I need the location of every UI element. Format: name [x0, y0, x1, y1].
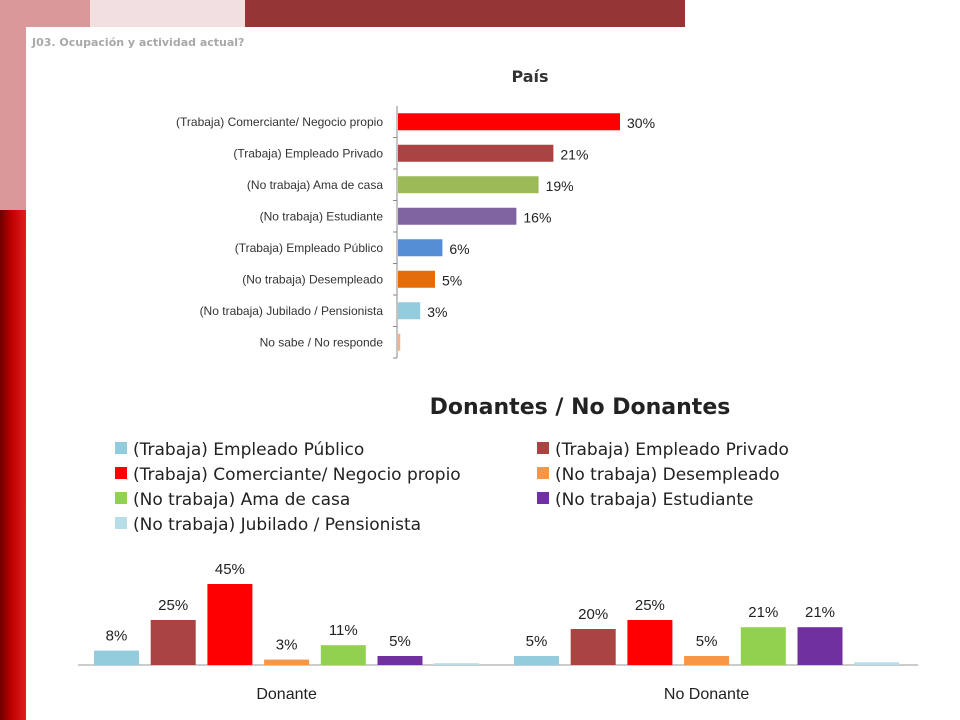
donors-value-label: 11%	[329, 622, 358, 639]
country-value-label: 5%	[442, 272, 462, 288]
header-bar-pink	[0, 0, 90, 27]
legend-swatch	[115, 517, 127, 529]
legend-item: (No trabaja) Desempleado	[537, 465, 780, 485]
legend-item: (Trabaja) Empleado Público	[115, 440, 364, 460]
country-chart-title: País	[511, 67, 549, 86]
donors-value-label: 25%	[635, 597, 665, 614]
country-category-label: (No trabaja) Ama de casa	[247, 178, 383, 192]
country-value-label: 19%	[546, 178, 574, 194]
country-bar	[398, 207, 517, 225]
country-value-label: 6%	[449, 241, 469, 257]
legend-swatch	[115, 442, 127, 454]
country-category-label: No sabe / No responde	[260, 335, 384, 349]
donors-bar	[797, 627, 843, 665]
country-category-label: (Trabaja) Empleado Privado	[233, 146, 383, 160]
legend-label: (Trabaja) Empleado Público	[133, 440, 365, 460]
donors-bar	[264, 659, 310, 665]
donors-category-label: Donante	[256, 686, 317, 703]
donors-bar	[207, 584, 253, 665]
country-category-label: (No trabaja) Desempleado	[242, 272, 383, 286]
donors-value-label: 5%	[526, 633, 548, 650]
legend-item: (No trabaja) Jubilado / Pensionista	[115, 515, 421, 535]
country-bar	[398, 239, 443, 257]
legend-label: (No trabaja) Ama de casa	[133, 490, 351, 510]
legend-swatch	[537, 492, 549, 504]
legend-swatch	[537, 467, 549, 479]
donors-bar	[854, 662, 900, 665]
donors-value-label: 21%	[748, 604, 778, 621]
country-value-label: 21%	[560, 146, 588, 162]
donors-bar	[150, 620, 196, 665]
legend-swatch	[537, 442, 549, 454]
donors-bar	[320, 645, 366, 665]
donors-value-label: 8%	[106, 628, 128, 645]
legend-label: (No trabaja) Jubilado / Pensionista	[133, 515, 422, 535]
donors-value-label: 45%	[215, 561, 245, 578]
header-bar-light	[90, 0, 245, 27]
country-value-label: 16%	[523, 209, 551, 225]
legend-label: (Trabaja) Comerciante/ Negocio propio	[133, 465, 461, 485]
donors-value-label: 5%	[696, 633, 718, 650]
legend-item: (No trabaja) Estudiante	[537, 490, 753, 510]
country-bar	[398, 302, 421, 320]
legend-item: (No trabaja) Ama de casa	[115, 490, 350, 510]
country-category-label: (No trabaja) Estudiante	[260, 209, 384, 223]
donors-bar	[94, 650, 139, 665]
donors-value-label: 5%	[389, 633, 411, 650]
legend-swatch	[115, 467, 127, 479]
country-value-label: 3%	[427, 304, 447, 320]
donors-bar	[684, 656, 730, 665]
donors-bar	[627, 620, 673, 665]
legend-label: (Trabaja) Empleado Privado	[555, 440, 789, 460]
country-bar	[398, 176, 539, 194]
donors-value-label: 25%	[158, 597, 188, 614]
country-bar	[398, 113, 620, 131]
side-bar-pink	[0, 27, 26, 210]
donors-value-label: 21%	[805, 604, 835, 621]
donors-value-label: 3%	[276, 637, 298, 654]
legend-item: (Trabaja) Empleado Privado	[537, 440, 789, 460]
donors-bar	[377, 656, 423, 665]
header-bar-dark	[245, 0, 685, 27]
country-category-label: (No trabaja) Jubilado / Pensionista	[200, 304, 384, 318]
country-category-label: (Trabaja) Comerciante/ Negocio propio	[176, 115, 383, 129]
donors-bar	[740, 627, 786, 665]
country-bar	[398, 270, 435, 288]
country-bar	[398, 333, 401, 351]
legend-swatch	[115, 492, 127, 504]
donors-bar	[514, 656, 559, 665]
donors-value-label: 20%	[578, 606, 608, 623]
country-bar	[398, 144, 554, 162]
donors-bar	[434, 663, 480, 665]
legend-label: (No trabaja) Estudiante	[555, 490, 754, 510]
country-value-label: 30%	[627, 115, 655, 131]
donors-chart-title: Donantes / No Donantes	[429, 395, 731, 420]
donors-bar	[570, 629, 616, 665]
donors-category-label: No Donante	[664, 686, 749, 703]
question-subtitle: J03. Ocupación y actividad actual?	[32, 36, 245, 49]
legend-label: (No trabaja) Desempleado	[555, 465, 780, 485]
country-bar-chart: (Trabaja) Comerciante/ Negocio propio 30%…	[176, 106, 655, 359]
side-bar-red	[0, 210, 26, 720]
legend-item: (Trabaja) Comerciante/ Negocio propio	[115, 465, 461, 485]
country-category-label: (Trabaja) Empleado Público	[235, 241, 384, 255]
